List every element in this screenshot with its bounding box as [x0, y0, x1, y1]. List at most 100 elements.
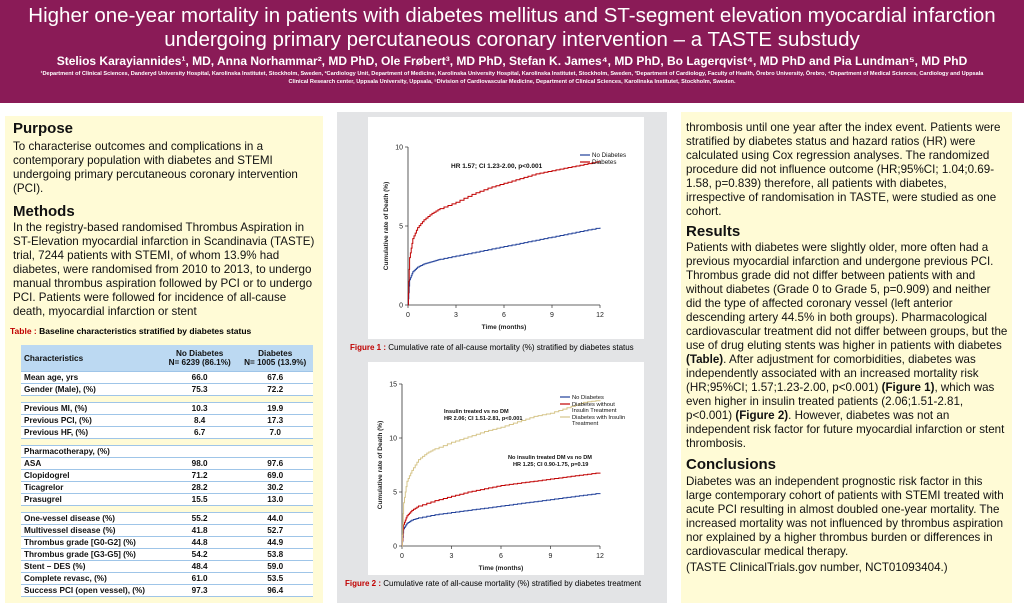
- col-nodm-n: N= 6239 (86.1%): [168, 358, 231, 367]
- table-cell-no-diabetes: 54.2: [161, 548, 238, 561]
- table-cell-no-diabetes: [161, 438, 238, 446]
- table-cell-label: Complete revasc, (%): [21, 572, 162, 585]
- poster-header: Higher one-year mortality in patients wi…: [0, 0, 1024, 103]
- table-cell-label: [21, 395, 162, 403]
- table-cell-label: Ticagrelor: [21, 481, 162, 494]
- table-row: One-vessel disease (%) 55.2 44.0: [21, 512, 313, 525]
- purpose-section: Purpose To characterise outcomes and com…: [13, 120, 318, 196]
- results-text-4: . However, diabetes was not an independe…: [686, 409, 1005, 450]
- table-cell-no-diabetes: [161, 505, 238, 513]
- affiliations: ¹Department of Clinical Sciences, Dander…: [40, 71, 984, 85]
- annotation-noinsulin-line2: HR 1.25; CI 0.90-1.75, p=0.19: [513, 462, 588, 468]
- table-cell-diabetes: 44.9: [237, 536, 313, 549]
- figure1-frame: 0 3 6 9 12 0 5 10 Time (months) Cumulative rate o…: [368, 117, 644, 339]
- table-cell-diabetes: 19.9: [237, 402, 313, 415]
- x-tick-label: 12: [596, 553, 604, 560]
- col-header-diabetes: Diabetes N= 1005 (13.9%): [237, 345, 313, 372]
- figure2-chart: 0 3 6 9 12 0 5 10 15 Time (months) Cumulative rate…: [377, 382, 625, 573]
- results-fig1-ref: (Figure 1): [881, 381, 935, 394]
- results-text-3: , which was even higher in insulin treat…: [686, 381, 995, 422]
- x-axis-label: Time (months): [482, 324, 527, 331]
- results-heading: Results: [686, 223, 741, 240]
- col-header-no-diabetes: No Diabetes N= 6239 (86.1%): [161, 345, 238, 372]
- table-cell-diabetes: 59.0: [237, 560, 313, 573]
- table-cell-no-diabetes: 6.7: [161, 426, 238, 439]
- legend-label: Diabetes with Insulin: [572, 415, 625, 421]
- x-tick-label: 3: [454, 312, 458, 319]
- table-caption-label: Table :: [10, 326, 37, 336]
- table-row: Gender (Male), (%) 75.3 72.2: [21, 383, 313, 396]
- x-tick-label: 0: [406, 312, 410, 319]
- table-cell-no-diabetes: 55.2: [161, 512, 238, 525]
- table-cell-diabetes: [237, 505, 313, 513]
- y-axis-label: Cumulative rate of Death (%): [377, 421, 384, 510]
- table-cell-label: Clopidogrel: [21, 469, 162, 482]
- x-tick-label: 6: [502, 312, 506, 319]
- legend-label: Diabetes without: [572, 402, 615, 408]
- figure1-caption-text: Cumulative rate of all-cause mortality (…: [388, 343, 634, 352]
- table-cell-label: ASA: [21, 457, 162, 470]
- table-caption-text: Baseline characteristics stratified by d…: [39, 326, 252, 336]
- author-list: Stelios Karayiannides¹, MD, Anna Norhamm…: [56, 54, 968, 68]
- col-dm-label: Diabetes: [258, 349, 293, 358]
- table-row: [21, 438, 313, 446]
- table-row: [21, 395, 313, 403]
- figure1-caption-label: Figure 1 :: [350, 343, 387, 352]
- purpose-heading: Purpose: [13, 120, 74, 137]
- table-row: Mean age, yrs 66.0 67.6: [21, 371, 313, 384]
- table-cell-label: [21, 505, 162, 513]
- table-row: Thrombus grade [G3-G5] (%) 54.2 53.8: [21, 548, 313, 561]
- table-cell-label: Multivessel disease (%): [21, 524, 162, 537]
- table-row: Previous PCI, (%) 8.4 17.3: [21, 414, 313, 427]
- figure1-chart: 0 3 6 9 12 0 5 10 Time (months) Cumulative rate o…: [383, 145, 626, 332]
- poster-title: Higher one-year mortality in patients wi…: [28, 4, 996, 51]
- figure2-caption: Figure 2 : Cumulative rate of all-cause …: [345, 579, 641, 588]
- table-row: Multivessel disease (%) 41.8 52.7: [21, 524, 313, 537]
- figure2-caption-text: Cumulative rate of all-cause mortality (…: [383, 579, 642, 588]
- col-nodm-label: No Diabetes: [175, 349, 224, 358]
- results-text: Patients with diabetes were slightly old…: [686, 241, 1008, 451]
- table-cell-diabetes: 72.2: [237, 383, 313, 396]
- table-cell-no-diabetes: [161, 445, 238, 458]
- y-tick-label: 10: [395, 145, 403, 152]
- conclusions-heading: Conclusions: [686, 456, 777, 473]
- x-tick-label: 3: [450, 553, 454, 560]
- table-row: Clopidogrel 71.2 69.0: [21, 469, 313, 482]
- purpose-text: To characterise outcomes and complicatio…: [13, 140, 298, 195]
- table-cell-diabetes: 96.4: [237, 584, 313, 597]
- table-cell-label: Mean age, yrs: [21, 371, 162, 384]
- table-row: [21, 505, 313, 513]
- table-cell-no-diabetes: 61.0: [161, 572, 238, 585]
- table-cell-label: Pharmacotherapy, (%): [21, 445, 162, 458]
- table-row: Stent – DES (%) 48.4 59.0: [21, 560, 313, 573]
- table-cell-label: [21, 438, 162, 446]
- table-cell-no-diabetes: 66.0: [161, 371, 238, 384]
- table-cell-label: Success PCI (open vessel), (%): [21, 584, 162, 597]
- table-cell-label: Prasugrel: [21, 493, 162, 506]
- table-row: Complete revasc, (%) 61.0 53.5: [21, 572, 313, 585]
- table-row: Previous HF, (%) 6.7 7.0: [21, 426, 313, 439]
- table-cell-label: Thrombus grade [G0-G2] (%): [21, 536, 162, 549]
- methods-continued-text: thrombosis until one year after the inde…: [686, 121, 1001, 218]
- y-tick-label: 0: [393, 544, 397, 551]
- table-cell-no-diabetes: 28.2: [161, 481, 238, 494]
- table-cell-label: Thrombus grade [G3-G5] (%): [21, 548, 162, 561]
- conclusions-text: Diabetes was an independent prognostic r…: [686, 475, 1004, 558]
- table-row: Ticagrelor 28.2 30.2: [21, 481, 313, 494]
- results-table-ref: (Table): [686, 353, 724, 366]
- table-cell-diabetes: 97.6: [237, 457, 313, 470]
- series-line-no-diabetes: [401, 493, 601, 547]
- table-cell-diabetes: [237, 438, 313, 446]
- annotation-insulin-line2: HR 2.06; CI 1.51-2.81, p<0.001: [444, 416, 523, 422]
- y-axis-label: Cumulative rate of Death (%): [383, 182, 390, 271]
- results-text-2: . After adjustment for comorbidities, di…: [686, 353, 979, 394]
- hr-annotation: HR 1.57; CI 1.23-2.00, p<0.001: [451, 163, 543, 170]
- table-cell-diabetes: 53.5: [237, 572, 313, 585]
- y-tick-label: 5: [393, 490, 397, 497]
- table-cell-no-diabetes: 75.3: [161, 383, 238, 396]
- table-cell-label: Previous HF, (%): [21, 426, 162, 439]
- table-cell-no-diabetes: 44.8: [161, 536, 238, 549]
- table-cell-no-diabetes: 97.3: [161, 584, 238, 597]
- table-cell-diabetes: 17.3: [237, 414, 313, 427]
- baseline-table: Characteristics No Diabetes N= 6239 (86.1…: [21, 345, 313, 597]
